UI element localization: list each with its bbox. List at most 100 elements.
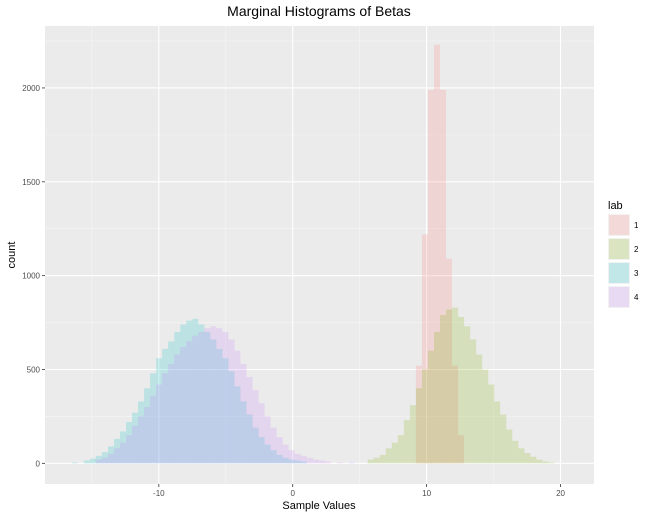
legend-label: 3 <box>634 269 639 278</box>
legend-item-3: 3 <box>608 262 639 284</box>
minor-gridlines <box>45 26 594 484</box>
histogram-bar <box>440 315 447 464</box>
histogram-bar <box>536 459 543 464</box>
histogram-bar <box>282 457 289 464</box>
histogram-bar <box>228 339 235 464</box>
histogram-bar <box>452 307 459 464</box>
y-tick-label: 0 <box>36 459 41 468</box>
histogram-bar <box>276 437 283 464</box>
histogram-bar <box>488 384 495 464</box>
histogram-bar <box>168 363 175 464</box>
legend-label: 2 <box>634 245 639 254</box>
histogram-bar <box>530 456 537 464</box>
histogram-bar <box>427 89 434 464</box>
x-tick-label: 10 <box>422 489 431 498</box>
histogram-bar <box>162 348 169 464</box>
histogram-bar <box>494 401 501 464</box>
histogram-bar <box>506 429 513 464</box>
series-3 <box>71 318 307 464</box>
histogram-bar <box>397 435 404 464</box>
legend-swatch <box>609 215 629 235</box>
histogram-bar <box>89 458 96 464</box>
histogram-bar <box>113 438 120 464</box>
histogram-bar <box>348 462 355 464</box>
histogram-bar <box>470 339 477 464</box>
legend: lab 1 2 3 4 <box>608 200 639 308</box>
legend-item-4: 4 <box>608 286 639 308</box>
histogram-bar <box>415 365 422 464</box>
histogram-bar <box>336 462 343 464</box>
x-tick-label: 20 <box>556 489 565 498</box>
histogram-bar <box>168 341 175 464</box>
series-2 <box>367 307 555 464</box>
histogram-bar <box>186 320 193 464</box>
histogram-bar <box>186 341 193 464</box>
histogram-bar <box>373 457 380 464</box>
histogram-bar <box>270 427 277 464</box>
histogram-bar <box>198 331 205 464</box>
histogram-bar <box>132 412 139 464</box>
major-gridlines <box>45 26 594 484</box>
histogram-bar <box>264 416 271 464</box>
histogram-bar <box>433 44 441 464</box>
histogram-bar <box>83 460 90 464</box>
y-tick-label: 2000 <box>22 84 40 93</box>
histogram-bar <box>318 460 325 464</box>
histogram-bar <box>518 448 525 464</box>
y-axis-ticks: 0 500 1000 1500 2000 <box>22 84 45 468</box>
y-tick-label: 1000 <box>22 272 40 281</box>
histogram-bar <box>204 328 211 464</box>
legend-item-1: 1 <box>608 214 639 236</box>
legend-key-background <box>608 214 630 236</box>
histogram-bar <box>300 461 307 464</box>
histogram-bar <box>482 369 489 464</box>
histogram-bar <box>216 328 223 464</box>
histogram-bar <box>162 373 169 464</box>
histogram-bar <box>126 435 133 464</box>
histogram-bar <box>144 407 151 464</box>
histogram-bar <box>95 455 102 464</box>
histogram-bar <box>258 403 265 464</box>
histogram-bar <box>246 377 253 464</box>
legend-label: 4 <box>634 293 639 302</box>
histogram-bar <box>210 326 217 464</box>
histogram-bar <box>312 459 319 464</box>
legend-items: 1 2 3 4 <box>608 214 639 308</box>
chart-title: Marginal Histograms of Betas <box>227 3 411 19</box>
histogram-bar <box>452 365 459 464</box>
histogram-bar <box>174 354 181 464</box>
histogram-bar <box>222 331 229 464</box>
histogram-bar <box>234 386 241 464</box>
histogram-bar <box>446 309 453 464</box>
histogram-bar <box>542 461 549 464</box>
histogram-bar <box>210 339 217 464</box>
histogram-bar <box>246 414 253 464</box>
histogram-bar <box>192 335 199 464</box>
histogram-bar <box>403 420 410 464</box>
histogram-bar <box>306 457 313 464</box>
histogram-bar <box>324 461 331 464</box>
histogram-bar <box>95 459 102 464</box>
series-1 <box>415 44 465 464</box>
histogram-bar <box>113 448 120 464</box>
histogram-bar <box>476 354 483 464</box>
legend-swatch <box>609 239 629 259</box>
histogram-bar <box>524 453 531 464</box>
histogram-bar <box>258 437 265 464</box>
legend-key-background <box>608 238 630 260</box>
x-tick-label: -10 <box>153 489 165 498</box>
histogram-bar <box>294 460 301 464</box>
histogram-bar <box>180 346 187 464</box>
legend-key-background <box>608 262 630 284</box>
legend-swatch <box>609 287 629 307</box>
histogram-bar <box>367 459 374 464</box>
histogram-bar <box>500 414 507 464</box>
histogram-bar <box>156 384 163 464</box>
histogram-bar <box>433 331 441 464</box>
x-axis-ticks: -10 0 10 20 <box>153 484 566 498</box>
histogram-bar <box>458 435 465 464</box>
histogram-bar <box>385 448 392 464</box>
histogram-bar <box>138 416 145 464</box>
histogram-bar <box>156 358 163 464</box>
legend-key-background <box>608 286 630 308</box>
